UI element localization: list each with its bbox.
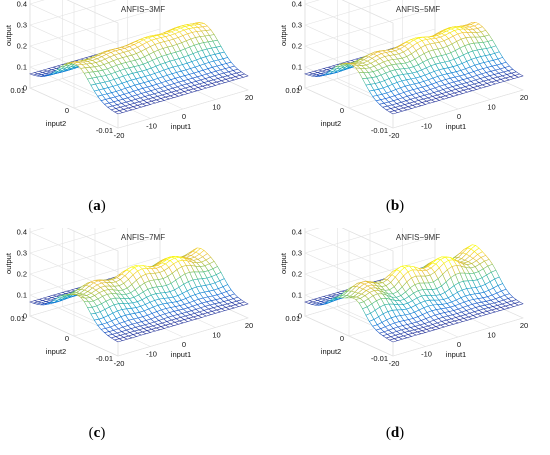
z-tick-label: 0.4: [17, 0, 27, 9]
x-tick-label: 10: [212, 331, 220, 340]
y-tick-label: -0.01: [96, 126, 113, 135]
x-axis-label: input1: [446, 122, 466, 131]
x-tick-label: -10: [146, 122, 157, 131]
z-tick-label: 0.4: [292, 0, 302, 9]
z-tick-label: 0.1: [292, 291, 302, 300]
z-tick-label: 0: [23, 312, 27, 321]
z-axis-label: output: [279, 24, 288, 46]
panel-letter: (c): [88, 425, 106, 441]
surface-plot: 00.10.20.30.40.5-20-1001020-0.0100.01inp…: [4, 0, 253, 140]
y-tick-label: 0: [340, 334, 344, 343]
surface-mesh: [29, 22, 249, 115]
x-axis-label: input1: [171, 350, 191, 359]
z-axis-label: output: [4, 24, 13, 46]
z-tick-label: 0.3: [17, 249, 27, 258]
y-tick-label: 0: [65, 334, 69, 343]
surface-panel: 00.10.20.30.40.5-20-1001020-0.0100.01inp…: [0, 228, 275, 455]
x-tick-label: 0: [182, 112, 186, 121]
surface-panel: 00.10.20.30.40.5-20-1001020-0.0100.01inp…: [275, 228, 550, 455]
x-tick-label: -10: [146, 350, 157, 359]
panel-title: ANFIS−3MF: [121, 5, 165, 14]
x-tick-label: 20: [520, 321, 528, 330]
x-axis-label: input1: [446, 350, 466, 359]
y-tick-label: -0.01: [371, 354, 388, 363]
z-tick-label: 0.3: [17, 21, 27, 30]
panel-title: ANFIS−5MF: [396, 5, 440, 14]
z-tick-label: 0.4: [292, 228, 302, 237]
panel-title: ANFIS−9MF: [396, 233, 440, 242]
z-tick-label: 0.2: [292, 270, 302, 279]
x-tick-label: 10: [487, 331, 495, 340]
z-tick-label: 0.1: [17, 291, 27, 300]
x-tick-label: -10: [421, 350, 432, 359]
x-tick-label: 20: [245, 321, 253, 330]
y-tick-label: -0.01: [96, 354, 113, 363]
surface-panel: 00.10.20.30.40.5-20-1001020-0.0100.01inp…: [275, 0, 550, 227]
surface-mesh: [29, 247, 249, 343]
x-tick-label: 0: [457, 340, 461, 349]
z-tick-label: 0.2: [17, 270, 27, 279]
x-tick-label: 20: [245, 93, 253, 102]
panel-letter: (b): [385, 198, 405, 214]
y-axis-label: input2: [321, 347, 341, 356]
x-tick-label: -20: [114, 131, 125, 140]
z-tick-label: 0.1: [292, 63, 302, 72]
x-tick-label: 10: [487, 103, 495, 112]
panel-letter: (d): [385, 425, 405, 441]
surface-mesh: [304, 21, 524, 115]
z-tick-label: 0.2: [17, 42, 27, 51]
z-axis-label: output: [4, 252, 13, 274]
z-tick-label: 0.3: [292, 249, 302, 258]
z-tick-label: 0: [298, 84, 302, 93]
y-tick-label: 0: [65, 106, 69, 115]
z-axis-label: output: [279, 252, 288, 274]
z-tick-label: 0: [23, 84, 27, 93]
x-tick-label: -20: [114, 359, 125, 368]
x-tick-label: 0: [457, 112, 461, 121]
panel-letter: (a): [88, 198, 106, 214]
y-tick-label: 0.01: [285, 86, 300, 95]
surface-plot: 00.10.20.30.40.5-20-1001020-0.0100.01inp…: [4, 228, 253, 368]
y-tick-label: 0.01: [10, 314, 25, 323]
surface-panel: 00.10.20.30.40.5-20-1001020-0.0100.01inp…: [0, 0, 275, 227]
y-tick-label: -0.01: [371, 126, 388, 135]
x-tick-label: 0: [182, 340, 186, 349]
z-tick-label: 0.4: [17, 228, 27, 237]
x-tick-label: 20: [520, 93, 528, 102]
panel-title: ANFIS−7MF: [121, 233, 165, 242]
x-tick-label: -20: [389, 131, 400, 140]
y-axis-label: input2: [46, 347, 66, 356]
x-tick-label: 10: [212, 103, 220, 112]
y-axis-label: input2: [46, 119, 66, 128]
x-tick-label: -20: [389, 359, 400, 368]
z-tick-label: 0.1: [17, 63, 27, 72]
y-tick-label: 0: [340, 106, 344, 115]
z-tick-label: 0: [298, 312, 302, 321]
x-axis-label: input1: [171, 122, 191, 131]
surface-plot: 00.10.20.30.40.5-20-1001020-0.0100.01inp…: [279, 0, 528, 140]
surface-plot: 00.10.20.30.40.5-20-1001020-0.0100.01inp…: [279, 228, 528, 368]
x-tick-label: -10: [421, 122, 432, 131]
y-tick-label: 0.01: [10, 86, 25, 95]
y-tick-label: 0.01: [285, 314, 300, 323]
z-tick-label: 0.3: [292, 21, 302, 30]
surface-mesh: [304, 244, 524, 343]
y-axis-label: input2: [321, 119, 341, 128]
z-tick-label: 0.2: [292, 42, 302, 51]
